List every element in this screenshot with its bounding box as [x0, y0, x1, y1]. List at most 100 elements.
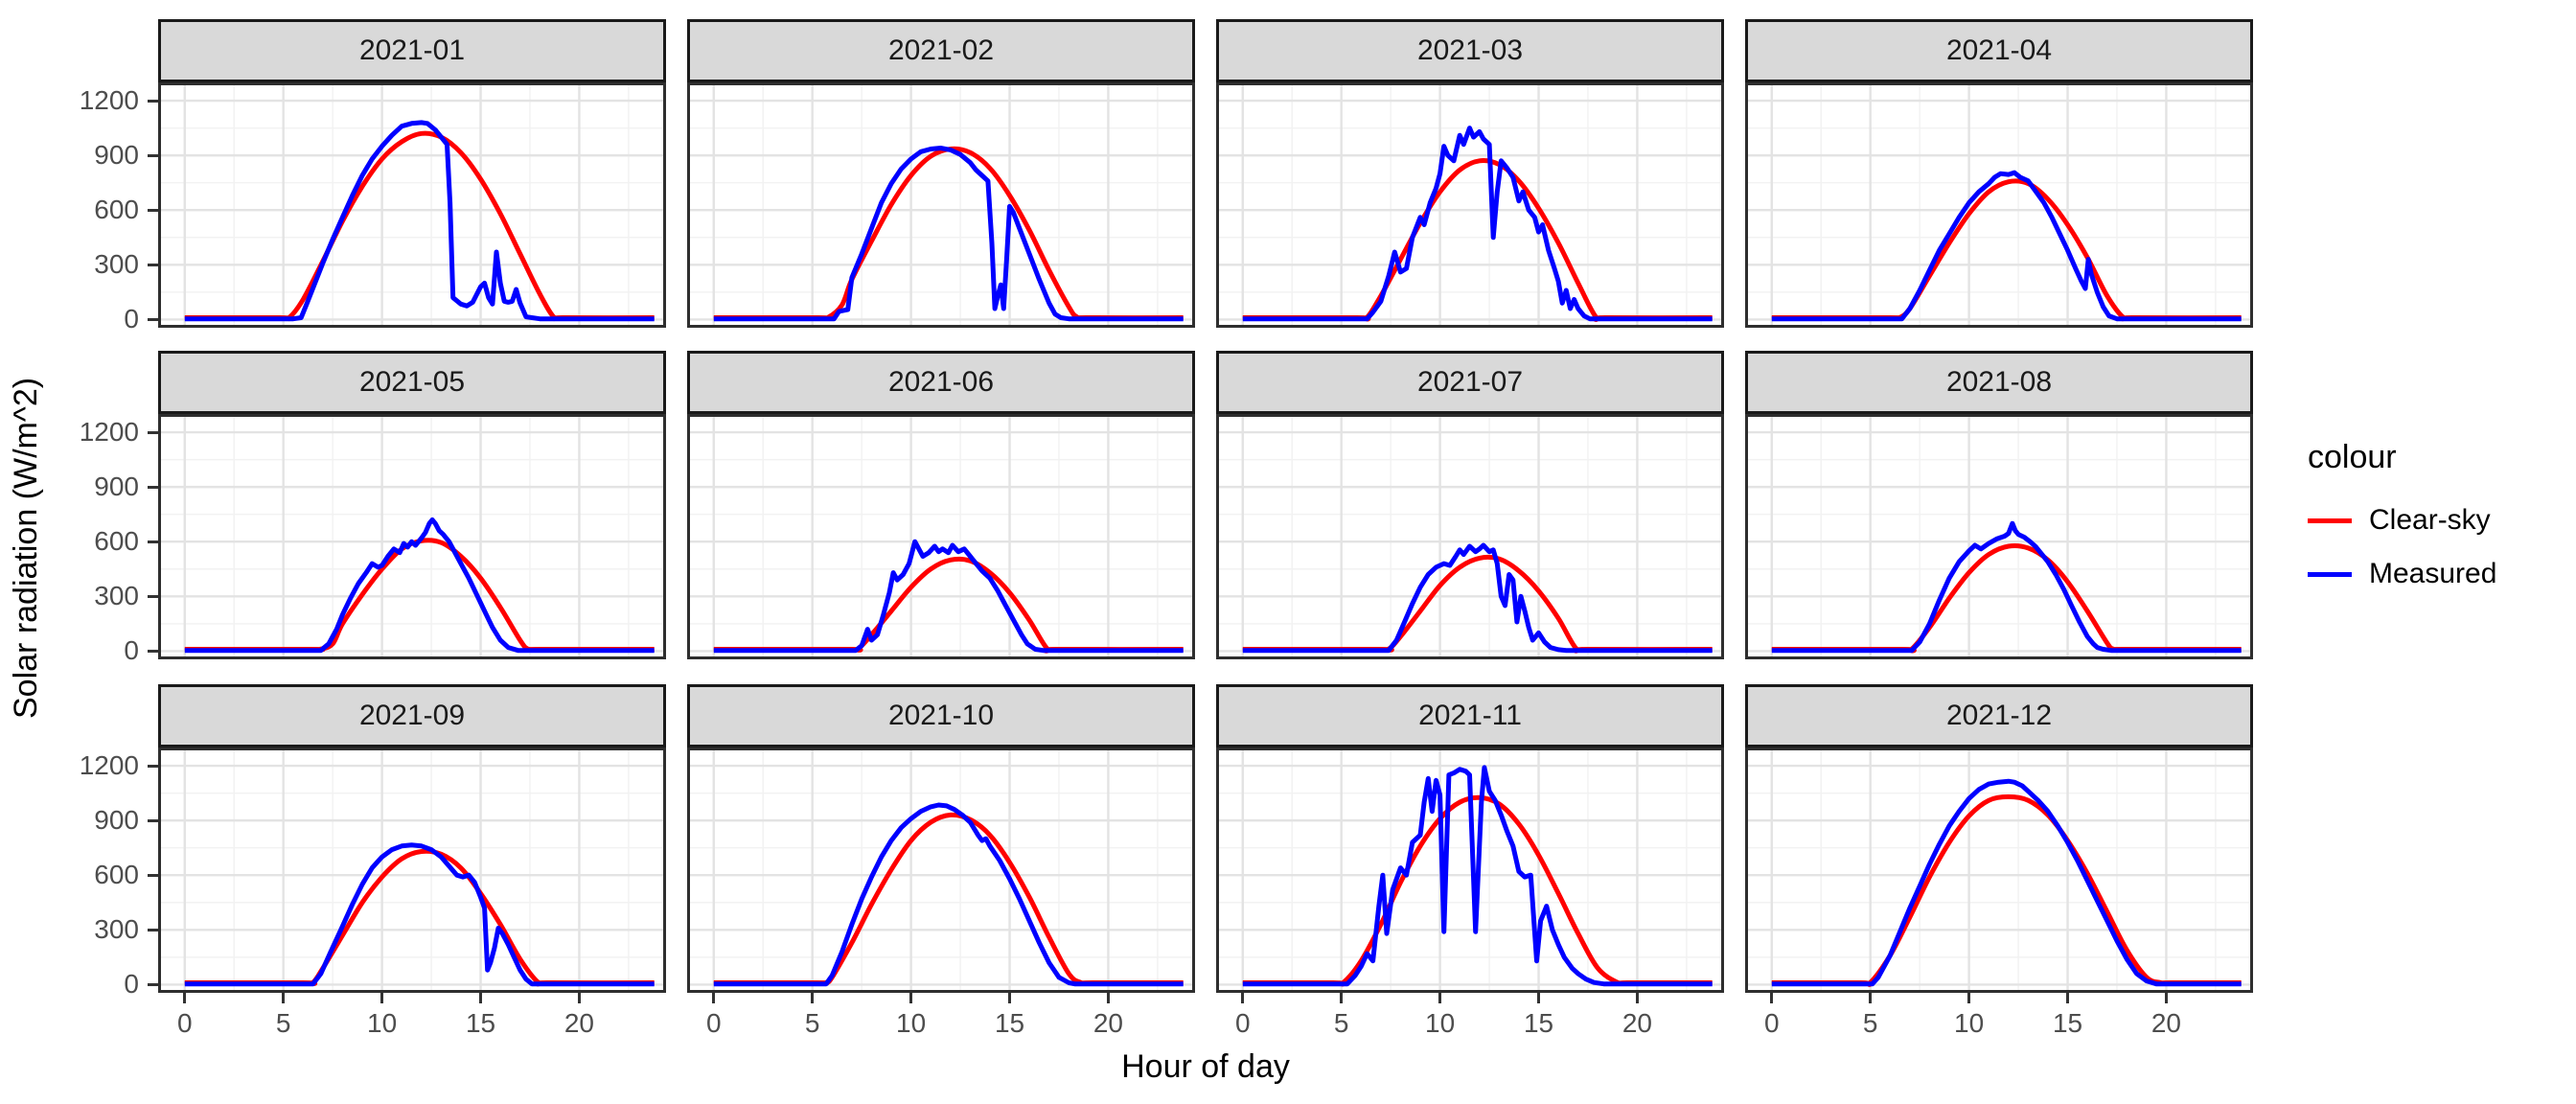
- legend: colour Clear-sky Measured: [2308, 439, 2574, 609]
- x-axis-title: Hour of day: [1121, 1048, 1290, 1085]
- facet-strip: 2021-10: [687, 684, 1195, 748]
- y-tick-label: 300: [94, 914, 139, 945]
- facet-label: 2021-02: [887, 34, 995, 66]
- y-tick-mark: [148, 764, 158, 768]
- facet-panel: [687, 414, 1195, 659]
- y-tick-mark: [148, 649, 158, 653]
- y-tick-label: 300: [94, 581, 139, 611]
- y-tick-label: 300: [94, 249, 139, 280]
- facet-panel: [1216, 82, 1724, 328]
- facet-label: 2021-05: [358, 366, 466, 398]
- facet-label: 2021-03: [1416, 34, 1524, 66]
- x-tick-label: 10: [1954, 1008, 1985, 1038]
- y-tick-mark: [148, 540, 158, 543]
- facet-label: 2021-12: [1945, 700, 2053, 731]
- legend-label: Clear-sky: [2369, 504, 2491, 536]
- x-tick-label: 20: [564, 1008, 594, 1038]
- x-tick-mark: [479, 993, 483, 1003]
- legend-title: colour: [2308, 439, 2397, 475]
- x-tick-label: 15: [465, 1008, 496, 1038]
- y-tick-mark: [148, 873, 158, 877]
- x-tick-mark: [282, 993, 286, 1003]
- facet-label: 2021-09: [358, 700, 466, 731]
- facet-panel: [158, 414, 666, 659]
- x-tick-mark: [577, 993, 581, 1003]
- x-tick-label: 20: [1622, 1008, 1652, 1038]
- x-tick-mark: [1869, 993, 1873, 1003]
- facet-panel: [687, 82, 1195, 328]
- facet-panel: [1745, 748, 2253, 993]
- legend-item: Clear-sky: [2308, 501, 2574, 540]
- x-tick-mark: [811, 993, 815, 1003]
- facet-panel: [1745, 82, 2253, 328]
- facet-panel: [1216, 748, 1724, 993]
- facet-label: 2021-07: [1416, 366, 1524, 398]
- x-tick-label: 15: [2052, 1008, 2083, 1038]
- legend-label: Measured: [2369, 558, 2497, 589]
- legend-item: Measured: [2308, 555, 2574, 593]
- x-tick-mark: [909, 993, 913, 1003]
- facet-strip: 2021-11: [1216, 684, 1724, 748]
- y-tick-mark: [148, 317, 158, 321]
- y-tick-label: 600: [94, 526, 139, 557]
- y-tick-mark: [148, 99, 158, 103]
- x-tick-mark: [1241, 993, 1245, 1003]
- y-tick-label: 0: [124, 969, 139, 1000]
- x-tick-label: 5: [804, 1008, 820, 1038]
- x-tick-mark: [380, 993, 384, 1003]
- x-tick-label: 5: [1862, 1008, 1878, 1038]
- y-tick-mark: [148, 263, 158, 266]
- y-tick-mark: [148, 818, 158, 822]
- facet-strip: 2021-03: [1216, 19, 1724, 82]
- facet-label: 2021-08: [1945, 366, 2053, 398]
- facet-strip: 2021-07: [1216, 351, 1724, 414]
- y-tick-label: 900: [94, 472, 139, 502]
- x-tick-label: 15: [994, 1008, 1025, 1038]
- x-tick-label: 10: [367, 1008, 398, 1038]
- y-tick-label: 1200: [79, 417, 139, 448]
- facet-strip: 2021-01: [158, 19, 666, 82]
- x-tick-label: 5: [1333, 1008, 1349, 1038]
- x-tick-mark: [1967, 993, 1971, 1003]
- y-tick-mark: [148, 430, 158, 434]
- y-tick-mark: [148, 153, 158, 157]
- x-tick-mark: [1008, 993, 1012, 1003]
- x-tick-label: 0: [176, 1008, 193, 1038]
- x-tick-label: 0: [705, 1008, 722, 1038]
- y-tick-mark: [148, 928, 158, 932]
- y-tick-mark: [148, 982, 158, 986]
- x-tick-mark: [712, 993, 716, 1003]
- legend-key-line: [2308, 571, 2352, 577]
- facet-panel: [158, 748, 666, 993]
- x-tick-mark: [1340, 993, 1344, 1003]
- y-tick-label: 900: [94, 805, 139, 836]
- y-tick-label: 0: [124, 635, 139, 666]
- x-tick-label: 20: [2150, 1008, 2181, 1038]
- y-tick-label: 900: [94, 140, 139, 171]
- y-tick-label: 600: [94, 195, 139, 225]
- y-tick-label: 600: [94, 860, 139, 890]
- x-tick-mark: [1770, 993, 1774, 1003]
- y-tick-mark: [148, 594, 158, 598]
- facet-strip: 2021-08: [1745, 351, 2253, 414]
- x-tick-mark: [2164, 993, 2168, 1003]
- facet-label: 2021-04: [1945, 34, 2053, 66]
- x-tick-mark: [1438, 993, 1442, 1003]
- facet-panel: [687, 748, 1195, 993]
- facet-strip: 2021-02: [687, 19, 1195, 82]
- legend-items: Clear-sky Measured: [2308, 501, 2574, 593]
- facet-strip: 2021-06: [687, 351, 1195, 414]
- x-tick-mark: [183, 993, 187, 1003]
- x-tick-label: 0: [1763, 1008, 1780, 1038]
- facet-strip: 2021-12: [1745, 684, 2253, 748]
- y-tick-mark: [148, 485, 158, 489]
- x-tick-label: 10: [1425, 1008, 1456, 1038]
- facet-strip: 2021-09: [158, 684, 666, 748]
- y-tick-mark: [148, 208, 158, 212]
- y-tick-label: 0: [124, 304, 139, 334]
- x-tick-mark: [1635, 993, 1639, 1003]
- x-tick-label: 15: [1523, 1008, 1554, 1038]
- x-tick-label: 20: [1092, 1008, 1123, 1038]
- x-tick-mark: [1106, 993, 1110, 1003]
